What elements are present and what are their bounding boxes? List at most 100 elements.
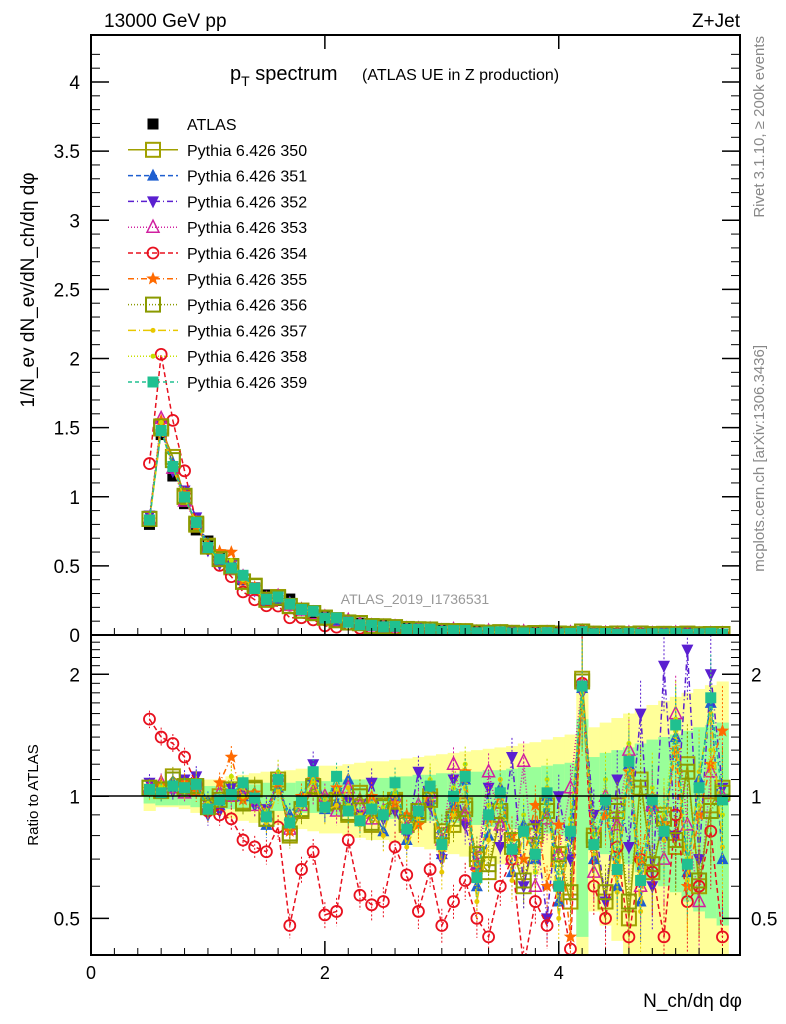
series-point-359 — [202, 542, 214, 554]
series-point-355 — [224, 545, 238, 558]
ratio-point-359 — [529, 848, 541, 860]
ratio-point-359 — [600, 794, 612, 806]
ratio-point-359 — [272, 774, 284, 786]
ratio-point-357 — [439, 869, 445, 875]
ratio-point-358 — [719, 812, 725, 818]
ratio-point-359 — [319, 801, 331, 813]
series-point-359 — [284, 598, 296, 610]
ratio-point-357 — [556, 915, 562, 921]
ratio-point-354 — [295, 863, 308, 876]
legend-label: ATLAS — [187, 117, 237, 134]
legend-label: Pythia 6.426 353 — [187, 220, 307, 237]
ratio-point-352 — [611, 774, 624, 787]
legend-item: Pythia 6.426 351 — [128, 168, 307, 186]
x-tick-label: 4 — [554, 963, 564, 983]
ratio-point-356 — [667, 832, 684, 849]
ratio-point-356 — [562, 884, 579, 901]
series-point-359 — [611, 628, 623, 635]
ratio-point-359 — [179, 782, 191, 794]
ratio-point-357 — [486, 837, 492, 843]
ratio-point-354 — [353, 888, 367, 902]
ratio-point-353 — [481, 763, 496, 778]
ratio-point-358 — [310, 780, 316, 786]
series-point-358 — [158, 420, 164, 426]
ratio-point-356 — [480, 856, 497, 873]
ratio-point-359 — [506, 843, 518, 855]
ratio-line-356 — [149, 681, 724, 902]
ratio-point-356 — [679, 763, 696, 780]
series-point-359 — [155, 425, 167, 437]
ratio-point-359 — [553, 880, 565, 892]
legend-label: Pythia 6.426 357 — [187, 323, 307, 340]
legend-label: Pythia 6.426 350 — [187, 143, 307, 160]
series-point-359 — [295, 604, 307, 616]
ratio-panel-marks — [141, 635, 731, 955]
legend-label: Pythia 6.426 351 — [187, 169, 307, 186]
legend-label: Pythia 6.426 356 — [187, 298, 307, 315]
ratio-point-352 — [634, 708, 647, 721]
series-point-359 — [681, 628, 693, 635]
series-point-359 — [272, 591, 284, 603]
ratio-point-354 — [540, 919, 554, 932]
ratio-point-359 — [331, 770, 343, 782]
ratio-point-354 — [412, 905, 425, 918]
ratio-point-359 — [588, 839, 600, 851]
series-point-356 — [176, 487, 193, 504]
legend-marker — [147, 118, 159, 130]
ratio-point-358 — [334, 786, 340, 792]
ratio-point-356 — [597, 884, 614, 901]
ratio-point-354 — [423, 863, 437, 876]
series-point-359 — [319, 612, 331, 624]
ratio-point-354 — [435, 919, 449, 932]
ratio-line-354 — [148, 683, 724, 955]
legend-item: Pythia 6.426 350 — [128, 141, 307, 160]
ratio-point-352 — [681, 644, 694, 657]
ratio-point-353 — [446, 755, 461, 770]
series-point-354 — [154, 347, 168, 361]
ratio-point-359 — [576, 680, 588, 692]
y-tick-label: 2 — [69, 350, 80, 371]
ratio-point-352 — [213, 805, 226, 818]
series-point-359 — [389, 620, 401, 632]
ratio-point-359 — [249, 792, 261, 804]
y-tick-label: 1 — [69, 488, 80, 509]
ratio-point-358 — [497, 802, 503, 808]
series-point-359 — [518, 627, 530, 635]
series-point-359 — [564, 627, 576, 635]
series-point-359 — [179, 491, 191, 503]
series-point-356 — [141, 510, 158, 527]
ratio-point-359 — [670, 719, 682, 731]
ratio-point-359 — [681, 858, 693, 870]
ratio-point-354 — [330, 905, 343, 918]
series-point-359 — [307, 605, 319, 617]
series-point-356 — [199, 538, 216, 555]
series-point-359 — [237, 569, 249, 581]
series-point-359 — [214, 553, 226, 565]
ratio-point-356 — [609, 802, 626, 819]
band-inner — [435, 773, 449, 823]
ratio-point-358 — [228, 773, 234, 779]
legend: ATLAS Pythia 6.426 350 Pythia 6.426 351 Pyt… — [128, 117, 307, 392]
ratio-point-357 — [474, 899, 480, 905]
ratio-point-354 — [318, 908, 332, 922]
series-point-359 — [354, 619, 366, 631]
x-tick-label: 2 — [320, 963, 330, 983]
ratio-point-357 — [275, 788, 281, 794]
watermark: ATLAS_2019_I1736531 — [341, 591, 490, 607]
y-axis-label-ratio: Ratio to ATLAS — [25, 744, 42, 845]
ratio-point-359 — [646, 794, 658, 806]
ratio-point-359 — [295, 796, 307, 808]
ratio-point-357 — [614, 889, 620, 895]
ratio-point-352 — [412, 766, 425, 779]
series-point-359 — [448, 625, 460, 635]
header-right: Z+Jet — [692, 11, 741, 32]
ratio-point-359 — [541, 787, 553, 799]
ratio-point-359 — [693, 782, 705, 794]
ratio-point-359 — [307, 766, 319, 778]
series-point-359 — [225, 562, 237, 574]
ratio-point-354 — [458, 874, 472, 887]
ratio-point-358 — [603, 777, 609, 783]
ratio-point-356 — [632, 779, 649, 796]
title-word: spectrum — [250, 63, 338, 85]
ratio-point-354 — [178, 750, 191, 764]
